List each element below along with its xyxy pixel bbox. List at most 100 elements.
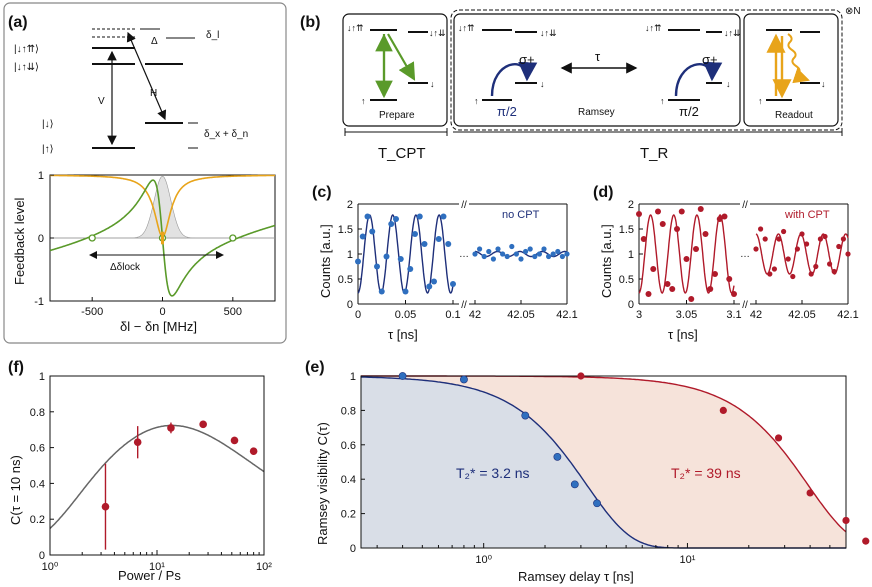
x-tick-label: 42.1 <box>556 309 577 321</box>
x-tick-label: 0 <box>159 306 165 318</box>
feedback-ylabel: Feedback level <box>12 197 27 285</box>
h-transition-arrow <box>126 31 167 121</box>
data-point-right <box>767 271 773 277</box>
x-tick-label: 0 <box>355 309 361 321</box>
data-point-left <box>369 228 376 235</box>
repeat-label: ⊗N <box>845 6 861 17</box>
no-cpt-point <box>398 372 407 380</box>
t-r-label: T_R <box>640 145 669 162</box>
fit-left <box>357 214 454 294</box>
ramsey2-pulse-arrow <box>674 61 723 97</box>
d-ylabel: Counts [a.u.] <box>599 224 614 298</box>
prepare-box <box>342 13 448 127</box>
x-tick-label: 10¹ <box>149 561 165 573</box>
data-point-left <box>397 256 404 262</box>
data-point-left <box>383 253 390 260</box>
y-tick-label: 0.6 <box>30 443 45 455</box>
data-point-right <box>504 253 510 260</box>
ramsey2-sigma: σ+ <box>702 52 718 67</box>
y-tick-label: 1.5 <box>619 224 634 236</box>
data-point-left <box>659 221 666 227</box>
y-tick-label: 0.2 <box>30 514 45 526</box>
y-tick-label: 1 <box>628 249 634 261</box>
data-point-right <box>546 253 552 260</box>
axis-break: // <box>461 200 467 211</box>
readout-photon-wiggle <box>787 33 810 84</box>
feedback-plot: Δδlock -500 0 500 -1 0 1 δl − δn [MHz] Feedba… <box>12 170 276 334</box>
ramsey-box <box>453 13 741 127</box>
ramsey1-sigma: σ+ <box>519 52 535 67</box>
lock-range-label: Δδlock <box>110 262 141 273</box>
ramsey2-state-top: ↓↑⇈ <box>645 23 662 33</box>
x-tick-label: 42.05 <box>507 309 535 321</box>
data-point-left <box>726 276 733 282</box>
data-point-left <box>669 286 676 292</box>
delta-label: Δ <box>151 36 158 47</box>
panel-e: (e) 0 0.2 0.4 0.6 0.8 1 10⁰ 10¹ T₂* = 3.2 ns T₂… <box>305 359 870 584</box>
with-cpt-point <box>774 434 783 442</box>
data-point-left <box>431 278 437 285</box>
y-tick-label: 0.6 <box>341 440 356 452</box>
data-point-left <box>412 231 418 237</box>
level-down-label: |↓⟩ <box>42 119 54 130</box>
panel-c: (c) // // … 0 0.5 1 1.5 2 0 0.05 0.1 42 42.05 42.1 no… <box>312 184 578 342</box>
data-point-right <box>808 271 814 277</box>
x-tick-label: 500 <box>224 306 242 318</box>
ramsey2-state-up: ↑ <box>660 96 665 106</box>
data-point-right <box>536 251 543 257</box>
with-cpt-point <box>719 406 727 414</box>
data-point-left <box>402 288 409 295</box>
data-point-right <box>753 246 759 252</box>
data-point-left <box>355 258 361 265</box>
data-point-left <box>683 256 690 262</box>
data-point-left <box>645 291 652 297</box>
x-tick-label: 0.05 <box>395 309 416 321</box>
data-point-right <box>817 236 824 242</box>
y-tick-label: 2 <box>347 199 353 211</box>
data-point-right <box>527 246 533 252</box>
data-point-left <box>716 216 723 222</box>
data-point-right <box>500 251 506 257</box>
data-point-right <box>564 251 570 257</box>
prepare-state-top: ↓↑⇈ <box>347 23 364 33</box>
level-top-label: |↓↑⇈⟩ <box>14 44 39 55</box>
y-tick-label: 0.5 <box>619 274 634 286</box>
t-cpt-label: T_CPT <box>378 145 426 162</box>
no-cpt-shade <box>361 377 846 548</box>
lock-point <box>229 234 237 242</box>
ramsey1-state-down: ↓ <box>540 79 545 89</box>
data-point-right <box>790 273 796 280</box>
prepare-state-top-right: ↓↑⇊ <box>429 28 446 38</box>
x-tick-label: 10² <box>256 561 272 573</box>
with-cpt-point <box>577 372 585 380</box>
data-point <box>249 447 258 455</box>
ramsey1-state-top-right: ↓↑⇊ <box>540 28 557 38</box>
no-cpt-point <box>593 499 601 508</box>
model-curve <box>49 424 265 530</box>
d-xlabel: τ [ns] <box>668 327 698 342</box>
data-point <box>133 438 142 447</box>
ellipsis: … <box>459 249 469 260</box>
data-point-right <box>831 268 837 275</box>
data-point-left <box>655 208 661 215</box>
data-point-left <box>650 266 657 272</box>
fit-left <box>638 214 735 294</box>
data-point-left <box>374 263 380 270</box>
data-point-right <box>758 226 764 232</box>
data-point-left <box>445 241 452 247</box>
x-tick-label: 10¹ <box>679 554 695 566</box>
c-ylabel: Counts [a.u.] <box>318 224 333 298</box>
with-cpt-legend: with CPT <box>784 209 830 221</box>
repeat-box <box>450 9 843 131</box>
x-tick-label: 3.05 <box>676 309 697 321</box>
ramsey2-state-down: ↓ <box>726 79 731 89</box>
data-point-left <box>697 206 704 212</box>
data-point-left <box>359 233 366 240</box>
data-point-left <box>721 213 728 220</box>
data-point-left <box>407 266 414 272</box>
f-ylabel: C(τ = 10 ns) <box>8 455 23 525</box>
y-tick-label: 0.2 <box>341 509 356 521</box>
fit-right <box>755 233 849 275</box>
visibility-decay-plot: 0 0.2 0.4 0.6 0.8 1 10⁰ 10¹ <box>341 371 870 566</box>
panel-a: (a) |↓↑⇈⟩ |↓↑⇊⟩ |↓⟩ |↑⟩ Δ δ_l δ_x + δ_n … <box>3 2 287 344</box>
